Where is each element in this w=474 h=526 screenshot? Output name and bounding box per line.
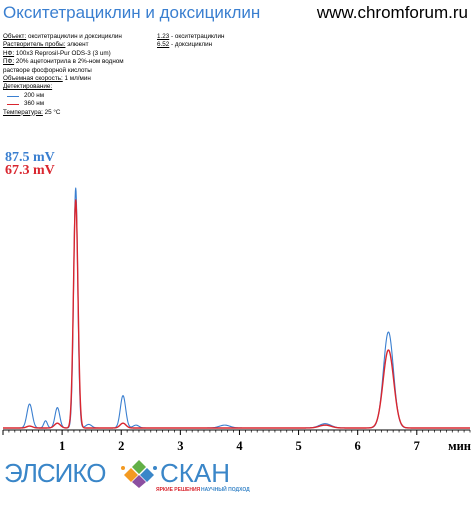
legend-label-360: 360 нм	[24, 100, 45, 108]
x-axis-label: мин	[448, 439, 471, 453]
object-label: Объект:	[3, 33, 27, 40]
object-value: окситетрациклин и доксициклин	[27, 33, 122, 40]
page-title: Окситетрациклин и доксициклин	[3, 3, 261, 22]
object-row: Объект: окситетрациклин и доксициклин	[3, 33, 153, 41]
logo-tagline-left: ЯРКИЕ РЕШЕНИЯ	[156, 487, 201, 493]
scale-label-blue: 87.5 mV	[5, 150, 55, 165]
x-tick-label: 2	[118, 439, 124, 453]
logo-mark-icon	[121, 460, 157, 488]
peak-rt: 1.23	[157, 33, 170, 40]
peak-list: 1.23 - окситетрациклин 6.52 - доксицикли…	[157, 33, 224, 50]
legend-label-200: 200 нм	[24, 91, 45, 99]
solvent-label: Растворитель пробы:	[3, 41, 66, 49]
x-tick-label: 4	[236, 439, 243, 453]
pf-label: ПФ:	[3, 58, 15, 66]
flow-row: Объемная скорость: 1 мл/мин	[3, 75, 153, 83]
scale-label-red: 67.3 mV	[5, 163, 55, 178]
series-line-red	[2, 199, 471, 429]
temperature-row: Температура: 25 °C	[3, 109, 153, 117]
solvent-row: Растворитель пробы: элюент	[3, 41, 153, 49]
logo-tagline-right: НАУЧНЫЙ ПОДХОД	[201, 487, 250, 493]
peak-rt: 6.52	[157, 41, 170, 49]
peak-compound: - окситетрациклин	[171, 33, 225, 40]
peak-annotation: 6.52	[0, 0, 23, 3]
x-tick-label: 7	[414, 439, 420, 453]
legend-swatch-red	[7, 103, 19, 105]
detection-row: Детектирование:	[3, 83, 153, 91]
logo-text-left: ЭЛСИКО	[4, 458, 106, 488]
pf-row-2: растворе фосфорной кислоты	[3, 67, 153, 75]
peak-list-item: 1.23 - окситетрациклин	[157, 33, 224, 41]
x-tick-label: 1	[59, 439, 65, 453]
flow-value: 1 мл/мин	[64, 75, 91, 83]
logo-text-right: СКАН	[160, 458, 231, 488]
pf-row: ПФ: 20% ацетонитрила в 2%-ном водном	[3, 58, 153, 66]
peak-annotation: 1.23	[0, 0, 23, 3]
conditions-block: Объект: окситетрациклин и доксициклин Ра…	[3, 33, 153, 117]
x-tick-label: 6	[355, 439, 361, 453]
nf-row: НФ: 100х3 Reprosil-Pur ODS-3 (3 um)	[3, 50, 153, 58]
temperature-value: 25 °C	[44, 108, 61, 116]
legend-item-200: 200 нм	[7, 92, 153, 100]
nf-label: НФ:	[3, 49, 15, 57]
pf-value-line1: 20% ацетонитрила в 2%-ном водном	[15, 58, 124, 66]
peak-list-item: 6.52 - доксициклин	[157, 41, 224, 49]
x-tick-label: 5	[295, 439, 301, 453]
temperature-label: Температура:	[3, 108, 43, 116]
detection-label: Детектирование:	[3, 83, 53, 91]
nf-value: 100х3 Reprosil-Pur ODS-3 (3 um)	[15, 49, 111, 57]
peak-compound: - доксициклин	[171, 41, 213, 49]
pf-value-line2: растворе фосфорной кислоты	[3, 66, 92, 74]
flow-label: Объемная скорость:	[3, 75, 63, 83]
site-url[interactable]: www.chromforum.ru	[316, 3, 468, 22]
company-logo: ЭЛСИКО СКАН ЯРКИЕ РЕШЕНИЯ НАУЧНЫЙ ПОДХОД	[4, 458, 304, 498]
legend-item-360: 360 нм	[7, 100, 153, 108]
solvent-value: элюент	[67, 41, 89, 49]
x-tick-label: 3	[177, 439, 183, 453]
legend-swatch-blue	[7, 95, 19, 97]
